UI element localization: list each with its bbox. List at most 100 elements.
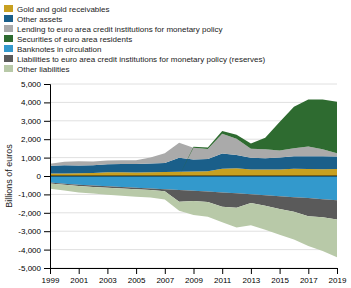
y-tick-label: 5,000 (21, 80, 42, 89)
x-tick: 2007 (156, 268, 174, 285)
legend-item: Lending to euro area credit institutions… (4, 25, 222, 34)
y-tick: 1,000 (21, 154, 50, 163)
y-tick: -1,000 (18, 190, 50, 199)
grid-line (50, 249, 337, 250)
y-tick-mark (44, 121, 50, 122)
legend-swatch (4, 45, 13, 52)
x-tick-label: 2009 (185, 276, 203, 285)
x-tick-mark (308, 268, 309, 274)
legend-swatch (4, 25, 13, 32)
y-tick: -3,000 (18, 227, 50, 236)
y-tick: 2,000 (21, 135, 50, 144)
y-tick-mark (44, 102, 50, 103)
y-tick-label: 2,000 (21, 135, 42, 144)
x-tick-mark (165, 268, 166, 274)
y-tick-label: 3,000 (21, 117, 42, 126)
x-tick-mark (194, 268, 195, 274)
area (50, 184, 337, 258)
zero-line (50, 176, 337, 177)
legend-label: Banknotes in circulation (17, 45, 102, 54)
y-tick-label: -1,000 (18, 190, 41, 199)
y-tick-mark (44, 158, 50, 159)
y-tick-mark (44, 84, 50, 85)
x-tick-mark (251, 268, 252, 274)
x-tick-label: 1999 (42, 276, 60, 285)
y-tick-label: 1,000 (21, 154, 42, 163)
legend-label: Securities of euro area residents (17, 35, 132, 44)
legend-swatch (4, 55, 13, 62)
legend-swatch (4, 5, 13, 12)
x-tick: 2003 (99, 268, 117, 285)
x-axis-line (51, 269, 338, 275)
x-tick: 2019 (329, 268, 347, 285)
y-tick-label: -3,000 (18, 227, 41, 236)
x-tick-mark (337, 268, 338, 274)
y-tick-label: 0 (37, 172, 42, 181)
area (50, 99, 337, 176)
x-tick-label: 2019 (329, 276, 347, 285)
y-tick: 3,000 (21, 117, 50, 126)
x-tick-label: 2017 (300, 276, 318, 285)
legend-label: Other assets (17, 15, 62, 24)
y-tick-label: -2,000 (18, 209, 41, 218)
legend-swatch (4, 15, 13, 22)
y-tick: -2,000 (18, 209, 50, 218)
legend-label: Gold and gold receivables (17, 5, 110, 14)
y-tick-mark (44, 231, 50, 232)
x-tick-label: 2013 (243, 276, 261, 285)
legend-swatch (4, 65, 13, 72)
legend-item: Other assets (4, 15, 62, 24)
legend: Gold and gold receivablesOther assetsLen… (4, 5, 265, 74)
x-tick-label: 2011 (214, 276, 232, 285)
y-tick-mark (44, 213, 50, 214)
y-tick-mark (44, 139, 50, 140)
plot: 1999 2001 2003 2005 2007 2009 2011 2013 2015 2017… (18, 80, 347, 285)
y-tick: 4,000 (21, 98, 50, 107)
x-tick-mark (136, 268, 137, 274)
x-axis: 1999 2001 2003 2005 2007 2009 2011 2013 2015 2017… (42, 268, 347, 285)
grid-line (50, 176, 337, 177)
x-tick: 2017 (300, 268, 318, 285)
x-tick-mark (222, 268, 223, 274)
legend-label: Other liabilities (17, 65, 69, 74)
y-tick: -4,000 (18, 246, 50, 255)
y-axis: -5,000 -4,000 -3,000 -2,000 -1,000 0 1,000 2,00… (18, 80, 50, 273)
x-tick-mark (280, 268, 281, 274)
x-tick: 2013 (243, 268, 261, 285)
y-tick: 0 (37, 172, 50, 181)
y-axis-title: Billions of euros (4, 144, 14, 208)
x-tick-mark (107, 268, 108, 274)
x-tick-label: 2001 (70, 276, 88, 285)
x-tick-mark (79, 268, 80, 274)
y-tick-label: -5,000 (18, 264, 41, 273)
x-tick: 2015 (271, 268, 289, 285)
x-tick: 1999 (42, 268, 60, 285)
y-axis-line (44, 85, 51, 269)
grid (50, 84, 337, 268)
y-tick-mark (44, 176, 50, 177)
chart: Gold and gold receivablesOther assetsLen… (0, 0, 351, 288)
legend-item: Banknotes in circulation (4, 45, 102, 54)
x-tick: 2009 (185, 268, 203, 285)
y-tick: 5,000 (21, 80, 50, 89)
grid-line (50, 84, 337, 85)
grid-line (50, 102, 337, 103)
legend-swatch (4, 35, 13, 42)
y-tick: -5,000 (18, 264, 50, 273)
x-tick-label: 2015 (271, 276, 289, 285)
areas (50, 99, 337, 257)
y-tick-label: 4,000 (21, 98, 42, 107)
y-tick-mark (44, 268, 50, 269)
legend-item: Gold and gold receivables (4, 5, 110, 14)
x-tick: 2005 (128, 268, 146, 285)
legend-label: Lending to euro area credit institutions… (17, 25, 222, 34)
x-tick: 2011 (214, 268, 232, 285)
y-tick-label: -4,000 (18, 246, 41, 255)
x-tick-label: 2003 (99, 276, 117, 285)
legend-label: Liabilities to euro area credit institut… (17, 55, 265, 64)
y-tick-mark (44, 194, 50, 195)
legend-item: Securities of euro area residents (4, 35, 132, 44)
x-tick-label: 2007 (156, 276, 174, 285)
x-tick: 2001 (70, 268, 88, 285)
legend-item: Other liabilities (4, 65, 69, 74)
